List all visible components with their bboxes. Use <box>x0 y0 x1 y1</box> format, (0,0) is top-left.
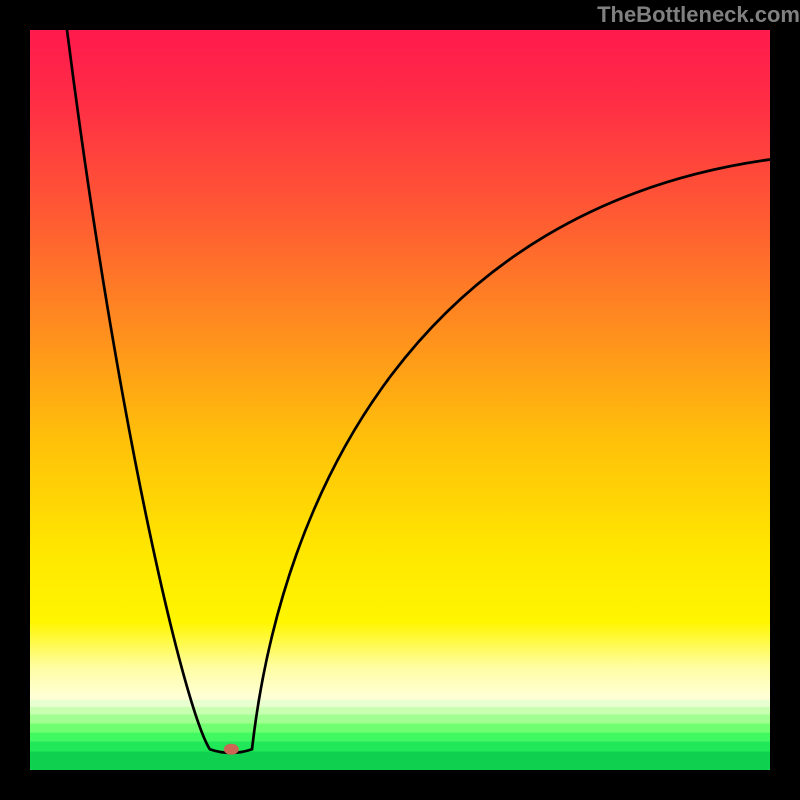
frame-border-bottom <box>0 770 800 800</box>
green-band <box>30 732 770 741</box>
chart-frame: TheBottleneck.com <box>0 0 800 800</box>
attribution-text: TheBottleneck.com <box>597 2 800 28</box>
green-band <box>30 723 770 732</box>
optimum-marker <box>224 744 239 755</box>
plot-area <box>30 30 770 770</box>
green-band <box>30 700 770 707</box>
frame-border-right <box>770 0 800 800</box>
plot-svg <box>30 30 770 770</box>
frame-border-left <box>0 0 30 800</box>
green-band-group <box>30 700 770 770</box>
green-band <box>30 715 770 724</box>
green-band <box>30 707 770 714</box>
green-band <box>30 741 770 751</box>
green-band <box>30 752 770 771</box>
gradient-background <box>30 30 770 770</box>
